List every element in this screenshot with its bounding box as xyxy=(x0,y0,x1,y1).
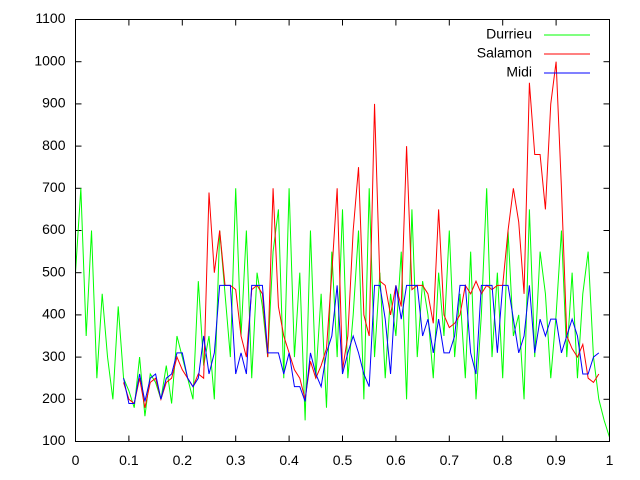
y-tick-label: 100 xyxy=(42,432,66,448)
x-tick-label: 0.6 xyxy=(386,452,406,468)
y-tick-label: 1100 xyxy=(35,10,65,26)
legend-label: Durrieu xyxy=(486,26,532,42)
y-tick-label: 300 xyxy=(42,348,66,364)
x-tick-label: 0.9 xyxy=(546,452,566,468)
series-line xyxy=(123,61,600,408)
y-tick-label: 700 xyxy=(42,179,66,195)
y-tick-label: 600 xyxy=(42,221,66,237)
series-line xyxy=(123,284,600,405)
y-tick-label: 1000 xyxy=(34,52,65,68)
y-tick-label: 800 xyxy=(42,137,66,153)
y-tick-label: 400 xyxy=(42,306,66,322)
y-tick-label: 200 xyxy=(42,390,66,406)
x-tick-label: 0 xyxy=(72,452,80,468)
series-line xyxy=(75,188,610,438)
x-tick-label: 0.1 xyxy=(119,452,139,468)
x-tick-label: 1 xyxy=(606,452,614,468)
x-tick-label: 0.5 xyxy=(333,452,353,468)
x-tick-label: 0.3 xyxy=(226,452,246,468)
y-tick-label: 500 xyxy=(42,263,66,279)
x-tick-label: 0.8 xyxy=(493,452,513,468)
x-tick-label: 0.7 xyxy=(440,452,460,468)
y-tick-label: 900 xyxy=(42,95,66,111)
x-tick-label: 0.2 xyxy=(173,452,193,468)
legend-label: Salamon xyxy=(477,45,532,61)
plot-border xyxy=(75,19,610,442)
x-tick-label: 0.4 xyxy=(279,452,299,468)
legend-label: Midi xyxy=(506,64,532,80)
